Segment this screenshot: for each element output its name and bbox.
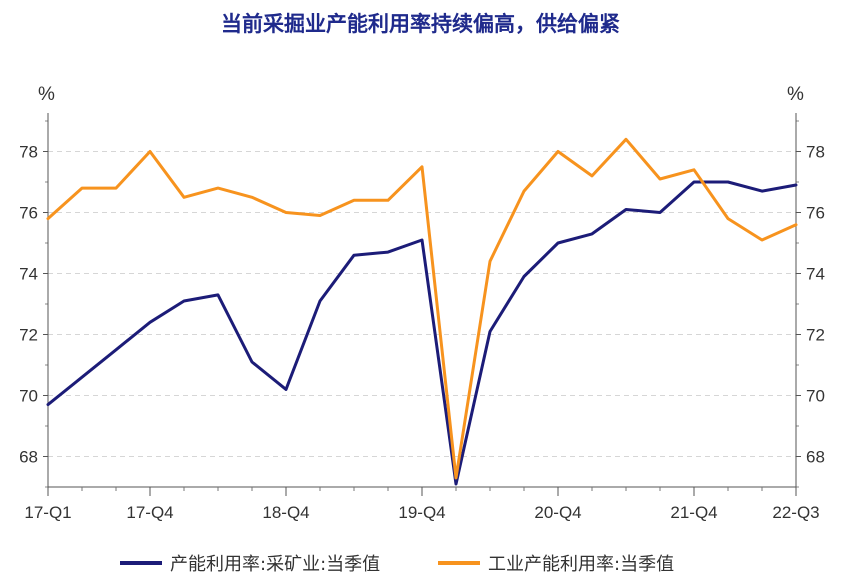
x-tick-label: 20-Q4 [534, 503, 581, 522]
y-tick-label-left: 70 [19, 387, 38, 406]
y-tick-label-left: 68 [19, 448, 38, 467]
x-tick-label: 18-Q4 [262, 503, 309, 522]
legend-item-industry: 工业产能利用率:当季值 [438, 550, 674, 576]
y-tick-label-left: 74 [19, 265, 38, 284]
x-tick-label: 17-Q4 [126, 503, 173, 522]
y-tick-label-left: 72 [19, 326, 38, 345]
y-tick-label-left: 78 [19, 143, 38, 162]
legend-label-industry: 工业产能利用率:当季值 [488, 554, 675, 575]
y-unit-left: % [38, 84, 55, 105]
legend-label-mining: 产能利用率:采矿业:当季值 [170, 554, 381, 575]
legend-swatch-industry [438, 561, 480, 565]
series-line-mining [46, 180, 798, 486]
y-tick-label-right: 68 [806, 448, 825, 467]
series-line-industry [46, 137, 798, 480]
y-tick-label-right: 72 [806, 326, 825, 345]
y-tick-label-right: 70 [806, 387, 825, 406]
y-tick-label-left: 76 [19, 204, 38, 223]
x-tick-label: 17-Q1 [24, 503, 71, 522]
legend-item-mining: 产能利用率:采矿业:当季值 [120, 550, 380, 576]
x-tick-label: 22-Q3 [772, 503, 819, 522]
y-tick-label-right: 76 [806, 204, 825, 223]
x-tick-label: 19-Q4 [398, 503, 445, 522]
legend-swatch-mining [120, 561, 162, 565]
y-tick-label-right: 78 [806, 143, 825, 162]
chart-title: 当前采掘业产能利用率持续偏高，供给偏紧 [221, 12, 620, 36]
x-tick-label: 21-Q4 [670, 503, 717, 522]
y-tick-label-right: 74 [806, 265, 825, 284]
y-unit-right: % [787, 84, 804, 105]
chart-legend: 产能利用率:采矿业:当季值 工业产能利用率:当季值 [0, 550, 841, 578]
